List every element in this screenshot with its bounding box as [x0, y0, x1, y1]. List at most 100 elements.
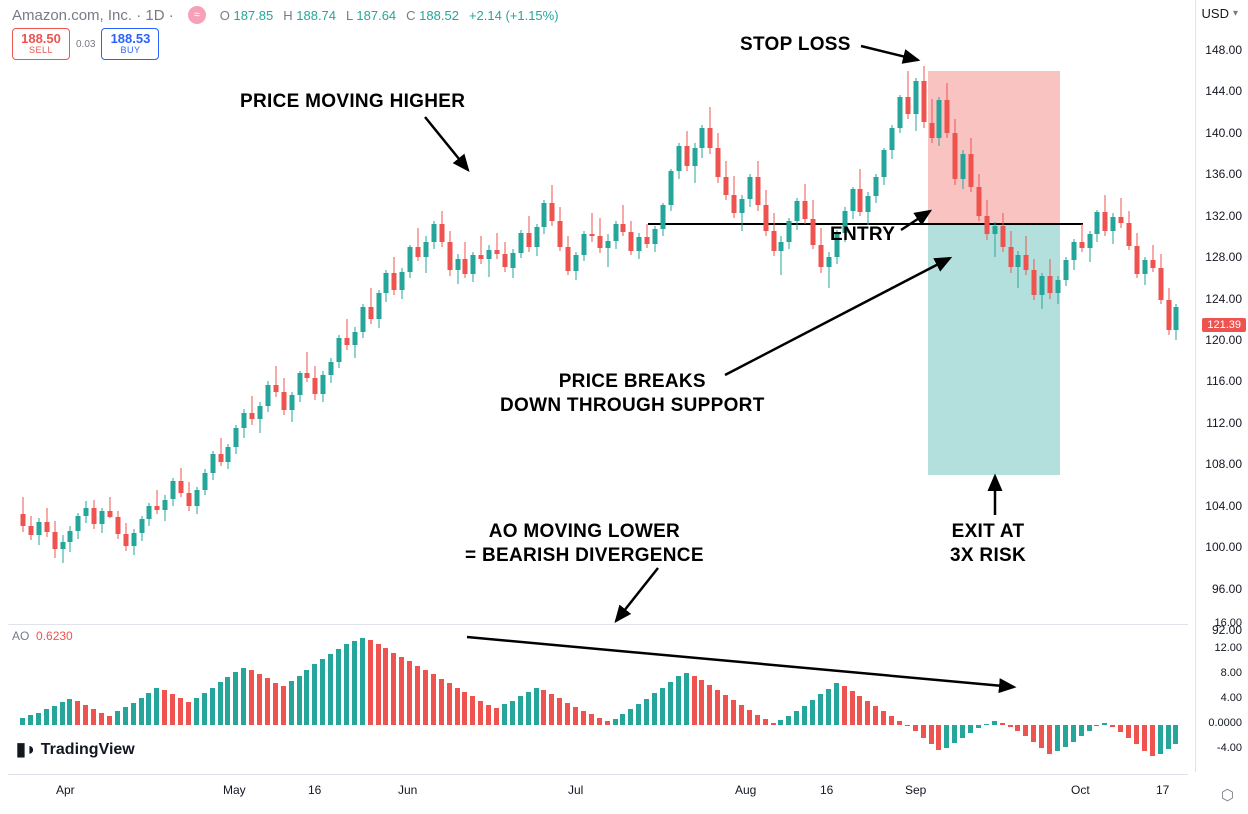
ao-bar: [1079, 725, 1084, 736]
current-price-marker: 121.39: [1202, 318, 1246, 332]
ao-bar: [1094, 725, 1099, 726]
currency-selector[interactable]: USD▾: [1202, 6, 1238, 21]
price-tick: 132.00: [1205, 209, 1242, 223]
anno-stop-loss: STOP LOSS: [740, 33, 851, 57]
ao-bar: [431, 674, 436, 725]
time-tick: 16: [308, 783, 321, 797]
ao-bar: [210, 688, 215, 726]
ao-bar: [652, 693, 657, 725]
candle: [139, 20, 145, 620]
candle: [873, 20, 879, 620]
ao-bar: [826, 689, 831, 725]
candle: [146, 20, 152, 620]
candle: [1087, 20, 1093, 620]
price-axis[interactable]: 148.00144.00140.00136.00132.00128.00124.…: [1198, 20, 1248, 620]
candle: [786, 20, 792, 620]
candle: [921, 20, 927, 620]
candle: [715, 20, 721, 620]
ao-bar: [170, 694, 175, 725]
candle: [99, 20, 105, 620]
time-tick: May: [223, 783, 246, 797]
ao-bar: [83, 705, 88, 725]
ao-bar: [265, 678, 270, 725]
candle: [36, 20, 42, 620]
ao-bar: [391, 653, 396, 726]
candle: [747, 20, 753, 620]
candle: [1173, 20, 1179, 620]
price-tick: 120.00: [1205, 333, 1242, 347]
ao-bar: [636, 704, 641, 725]
ao-bar: [186, 702, 191, 725]
candle: [818, 20, 824, 620]
ao-bar: [115, 711, 120, 725]
candle: [20, 20, 26, 620]
ao-bar: [139, 698, 144, 726]
candle: [1079, 20, 1085, 620]
candle: [60, 20, 66, 620]
candle: [1134, 20, 1140, 620]
time-axis[interactable]: AprMay16JunJulAug16SepOct17: [8, 774, 1188, 814]
ao-bar: [1047, 725, 1052, 754]
ao-bar: [668, 682, 673, 725]
candle: [75, 20, 81, 620]
candle: [1055, 20, 1061, 620]
ao-bar: [731, 700, 736, 725]
ao-bar: [178, 698, 183, 725]
ao-bar: [36, 713, 41, 726]
ao-bar: [146, 693, 151, 726]
ao-bar: [52, 706, 57, 725]
time-tick: Jun: [398, 783, 417, 797]
price-tick: 128.00: [1205, 250, 1242, 264]
candle: [52, 20, 58, 620]
ao-bar: [573, 707, 578, 725]
time-tick: Sep: [905, 783, 926, 797]
ao-bar: [605, 721, 610, 725]
ao-bar: [99, 713, 104, 725]
candle: [28, 20, 34, 620]
candle: [905, 20, 911, 620]
ao-bar: [249, 670, 254, 725]
candle: [834, 20, 840, 620]
candle: [850, 20, 856, 620]
ao-tick: 4.00: [1221, 692, 1242, 704]
time-tick: Oct: [1071, 783, 1090, 797]
ao-bar: [810, 700, 815, 725]
price-tick: 108.00: [1205, 457, 1242, 471]
ao-bar: [131, 703, 136, 726]
candle: [131, 20, 137, 620]
ao-bar: [1015, 725, 1020, 731]
ao-bar: [225, 677, 230, 725]
axis-divider: [1195, 0, 1196, 772]
gear-icon[interactable]: ⬡: [1221, 786, 1234, 804]
candle: [755, 20, 761, 620]
candle: [67, 20, 73, 620]
candle: [186, 20, 192, 620]
ao-axis[interactable]: 16.0012.008.004.000.0000-4.00: [1198, 624, 1248, 762]
candle: [763, 20, 769, 620]
candle: [1094, 20, 1100, 620]
ao-bar: [67, 699, 72, 725]
candle: [881, 20, 887, 620]
ao-bar: [202, 693, 207, 726]
candle: [771, 20, 777, 620]
candle: [1166, 20, 1172, 620]
ao-bar: [360, 638, 365, 726]
price-tick: 148.00: [1205, 43, 1242, 57]
price-tick: 104.00: [1205, 499, 1242, 513]
ao-bar: [968, 725, 973, 733]
ao-bar: [865, 701, 870, 725]
ao-bar: [344, 644, 349, 725]
ao-bar: [707, 685, 712, 725]
candle: [1039, 20, 1045, 620]
ao-bar: [510, 701, 515, 725]
ao-panel[interactable]: AO 0.6230: [8, 624, 1188, 762]
ao-bar: [44, 709, 49, 725]
ao-bar: [273, 683, 278, 726]
ao-bar: [399, 657, 404, 725]
ao-bar: [91, 709, 96, 725]
candle: [115, 20, 121, 620]
ao-bar: [1063, 725, 1068, 747]
ao-bar: [541, 690, 546, 725]
ao-bar: [1142, 725, 1147, 751]
ao-bar: [154, 688, 159, 726]
